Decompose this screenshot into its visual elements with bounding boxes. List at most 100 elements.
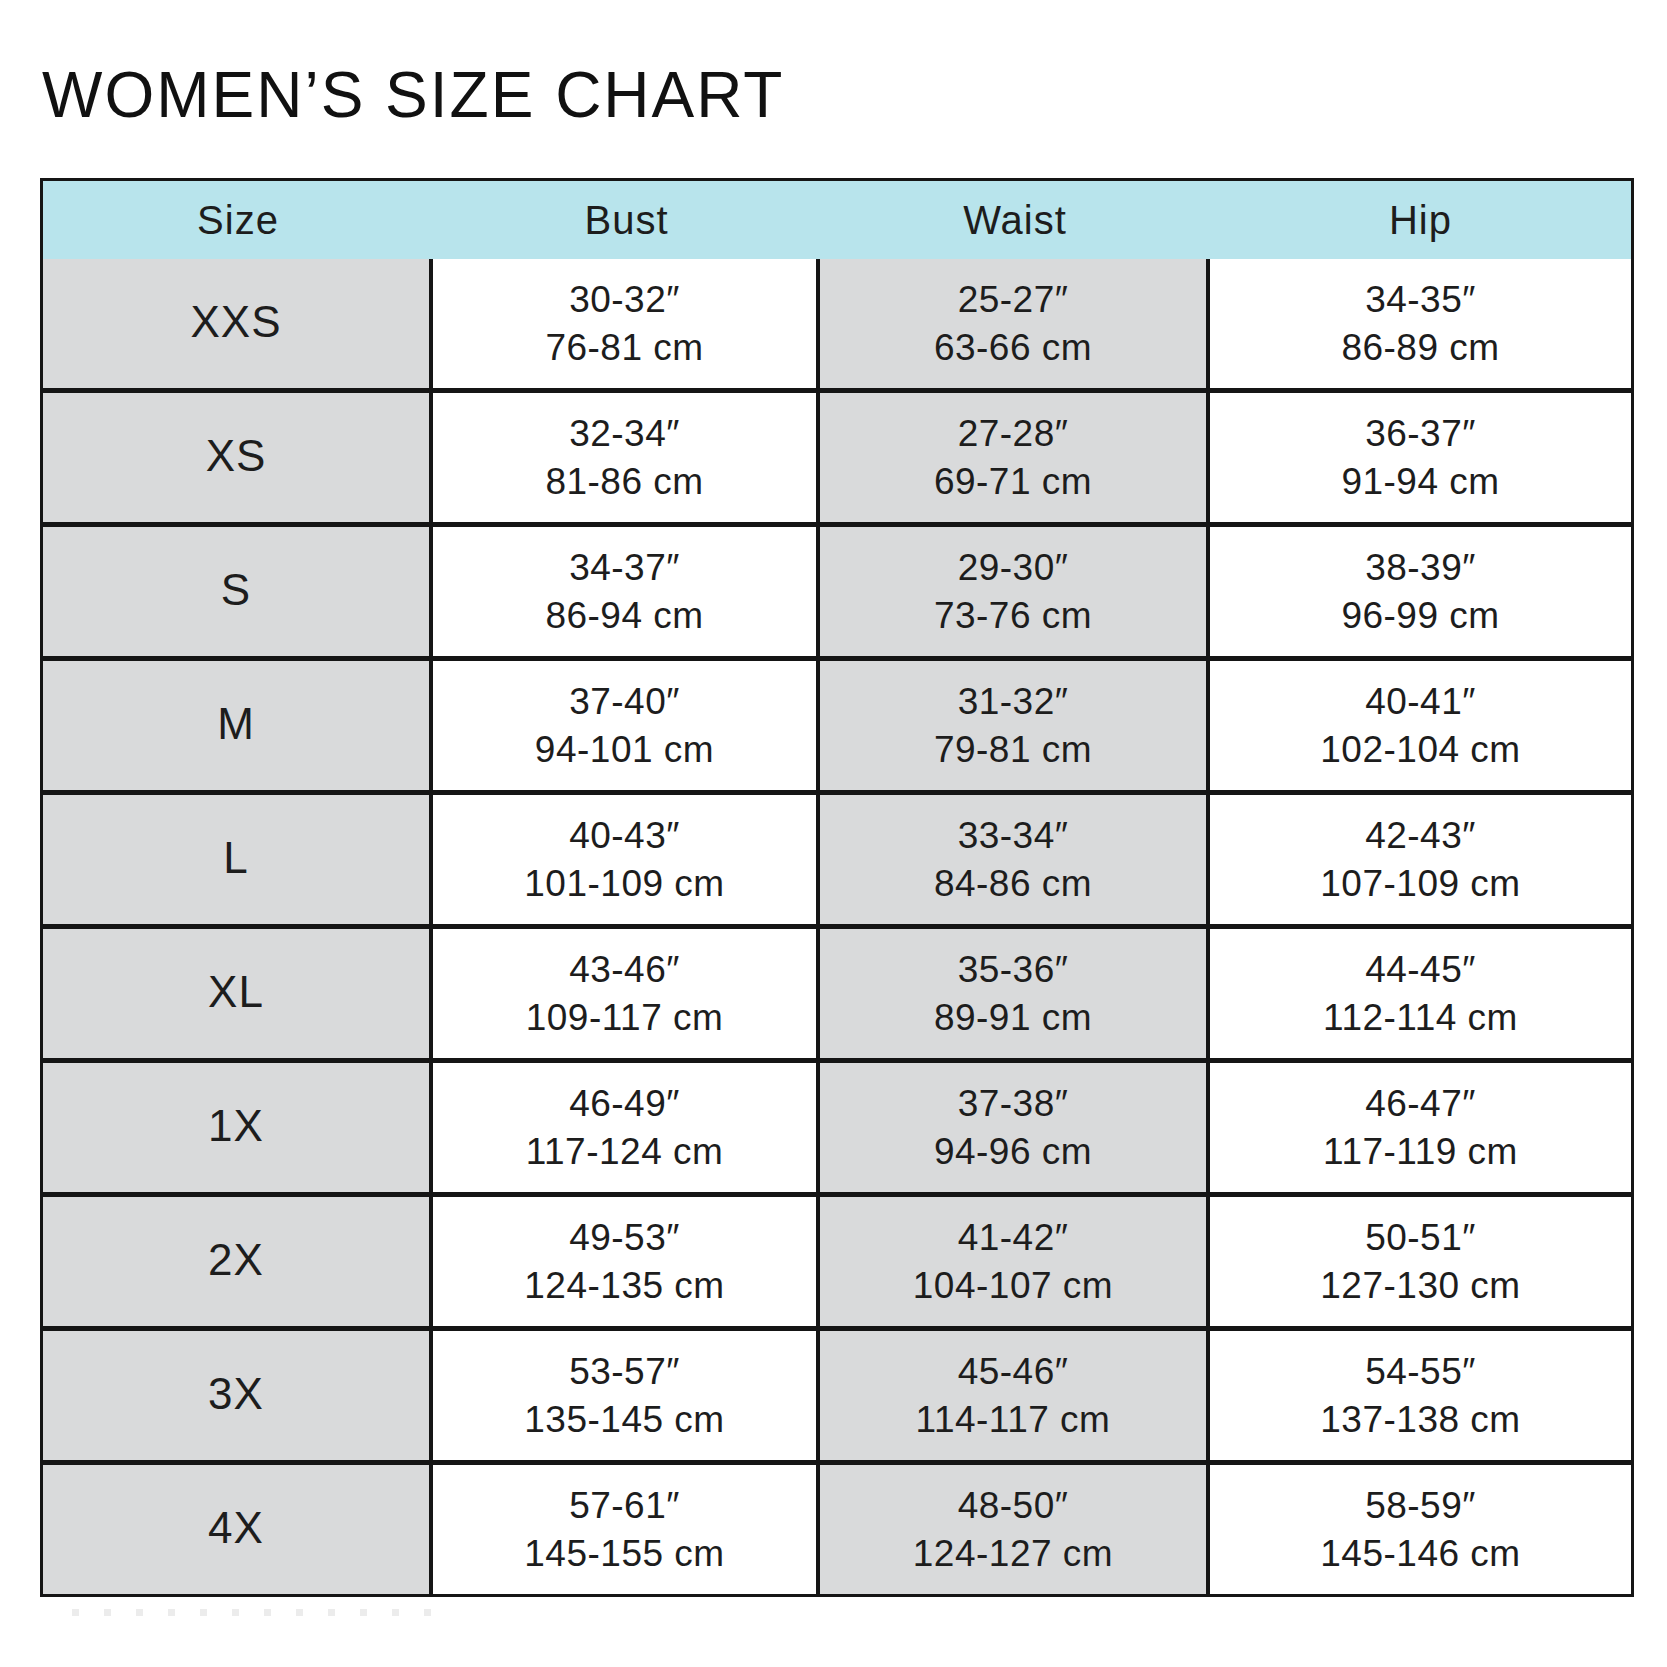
table-row: 2X 49-53″ 124-135 cm 41-42″ 104-107 cm 5…: [43, 1192, 1631, 1326]
waist-cm: 124-127 cm: [820, 1530, 1206, 1578]
waist-cell: 25-27″ 63-66 cm: [820, 259, 1210, 388]
table-row: L 40-43″ 101-109 cm 33-34″ 84-86 cm 42-4…: [43, 790, 1631, 924]
bust-cm: 117-124 cm: [433, 1128, 816, 1176]
table-row: M 37-40″ 94-101 cm 31-32″ 79-81 cm 40-41…: [43, 656, 1631, 790]
dot: [136, 1609, 143, 1616]
size-label: XS: [206, 431, 267, 480]
size-cell: XL: [43, 924, 433, 1058]
waist-cell: 33-34″ 84-86 cm: [820, 790, 1210, 924]
hip-cm: 127-130 cm: [1210, 1262, 1631, 1310]
size-cell: L: [43, 790, 433, 924]
hip-cell: 42-43″ 107-109 cm: [1210, 790, 1631, 924]
dot: [200, 1609, 207, 1616]
waist-cell: 41-42″ 104-107 cm: [820, 1192, 1210, 1326]
size-label: S: [221, 565, 251, 614]
hip-inches: 42-43″: [1210, 812, 1631, 860]
waist-cell: 45-46″ 114-117 cm: [820, 1326, 1210, 1460]
bust-cm: 81-86 cm: [433, 458, 816, 506]
size-label: 4X: [208, 1503, 264, 1552]
bust-inches: 57-61″: [433, 1482, 816, 1530]
hip-inches: 34-35″: [1210, 276, 1631, 324]
table-row: 3X 53-57″ 135-145 cm 45-46″ 114-117 cm 5…: [43, 1326, 1631, 1460]
bust-inches: 53-57″: [433, 1348, 816, 1396]
waist-cm: 73-76 cm: [820, 592, 1206, 640]
header-row: Size Bust Waist Hip: [43, 181, 1631, 259]
hip-cell: 58-59″ 145-146 cm: [1210, 1460, 1631, 1594]
column-header-waist: Waist: [820, 181, 1210, 259]
size-cell: M: [43, 656, 433, 790]
bust-cell: 30-32″ 76-81 cm: [433, 259, 820, 388]
size-cell: XS: [43, 388, 433, 522]
size-label: 1X: [208, 1101, 264, 1150]
bust-cm: 101-109 cm: [433, 860, 816, 908]
hip-cm: 145-146 cm: [1210, 1530, 1631, 1578]
dot: [360, 1609, 367, 1616]
bust-inches: 37-40″: [433, 678, 816, 726]
waist-cm: 69-71 cm: [820, 458, 1206, 506]
hip-cell: 50-51″ 127-130 cm: [1210, 1192, 1631, 1326]
waist-cm: 79-81 cm: [820, 726, 1206, 774]
bust-inches: 34-37″: [433, 544, 816, 592]
size-label: XL: [208, 967, 264, 1016]
waist-inches: 31-32″: [820, 678, 1206, 726]
size-cell: 4X: [43, 1460, 433, 1594]
waist-inches: 29-30″: [820, 544, 1206, 592]
waist-cell: 29-30″ 73-76 cm: [820, 522, 1210, 656]
bust-cell: 32-34″ 81-86 cm: [433, 388, 820, 522]
waist-inches: 37-38″: [820, 1080, 1206, 1128]
waist-inches: 41-42″: [820, 1214, 1206, 1262]
waist-inches: 27-28″: [820, 410, 1206, 458]
bust-cell: 49-53″ 124-135 cm: [433, 1192, 820, 1326]
bust-cm: 124-135 cm: [433, 1262, 816, 1310]
waist-inches: 25-27″: [820, 276, 1206, 324]
dotted-separator: [72, 1609, 1667, 1616]
bust-inches: 49-53″: [433, 1214, 816, 1262]
hip-inches: 40-41″: [1210, 678, 1631, 726]
dot: [264, 1609, 271, 1616]
hip-cm: 91-94 cm: [1210, 458, 1631, 506]
waist-inches: 48-50″: [820, 1482, 1206, 1530]
size-cell: 3X: [43, 1326, 433, 1460]
waist-cell: 31-32″ 79-81 cm: [820, 656, 1210, 790]
hip-cm: 86-89 cm: [1210, 324, 1631, 372]
bust-cell: 43-46″ 109-117 cm: [433, 924, 820, 1058]
dot: [72, 1609, 79, 1616]
dot: [392, 1609, 399, 1616]
hip-inches: 50-51″: [1210, 1214, 1631, 1262]
waist-cm: 89-91 cm: [820, 994, 1206, 1042]
dot: [104, 1609, 111, 1616]
bust-inches: 30-32″: [433, 276, 816, 324]
table-row: 1X 46-49″ 117-124 cm 37-38″ 94-96 cm 46-…: [43, 1058, 1631, 1192]
waist-cm: 104-107 cm: [820, 1262, 1206, 1310]
bust-cell: 34-37″ 86-94 cm: [433, 522, 820, 656]
hip-cell: 44-45″ 112-114 cm: [1210, 924, 1631, 1058]
size-label: XXS: [190, 297, 281, 346]
waist-cm: 114-117 cm: [820, 1396, 1206, 1444]
bust-cell: 46-49″ 117-124 cm: [433, 1058, 820, 1192]
hip-inches: 38-39″: [1210, 544, 1631, 592]
dot: [232, 1609, 239, 1616]
size-chart-page: WOMEN’S SIZE CHART Size Bust Waist Hip X…: [0, 0, 1667, 1667]
hip-cm: 117-119 cm: [1210, 1128, 1631, 1176]
bust-cm: 76-81 cm: [433, 324, 816, 372]
waist-cell: 35-36″ 89-91 cm: [820, 924, 1210, 1058]
bust-cm: 86-94 cm: [433, 592, 816, 640]
hip-cell: 46-47″ 117-119 cm: [1210, 1058, 1631, 1192]
size-cell: 1X: [43, 1058, 433, 1192]
bust-inches: 43-46″: [433, 946, 816, 994]
hip-cell: 36-37″ 91-94 cm: [1210, 388, 1631, 522]
waist-inches: 45-46″: [820, 1348, 1206, 1396]
column-header-size: Size: [43, 181, 433, 259]
size-cell: S: [43, 522, 433, 656]
dot: [424, 1609, 431, 1616]
dot: [296, 1609, 303, 1616]
hip-cell: 34-35″ 86-89 cm: [1210, 259, 1631, 388]
bust-inches: 40-43″: [433, 812, 816, 860]
size-label: M: [217, 699, 255, 748]
column-header-hip: Hip: [1210, 181, 1631, 259]
hip-cm: 102-104 cm: [1210, 726, 1631, 774]
dot: [328, 1609, 335, 1616]
waist-cm: 94-96 cm: [820, 1128, 1206, 1176]
dot: [168, 1609, 175, 1616]
waist-inches: 35-36″: [820, 946, 1206, 994]
